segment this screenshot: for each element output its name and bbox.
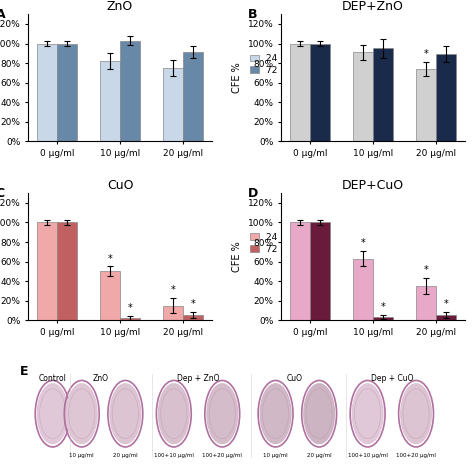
Bar [100, 61, 120, 141]
Text: A: A [0, 8, 5, 21]
Legend: 24 h, 72 h: 24 h, 72 h [246, 229, 290, 257]
Bar [310, 44, 330, 141]
Text: *: * [381, 302, 385, 312]
Bar [57, 44, 77, 141]
Y-axis label: CFE %: CFE % [232, 241, 242, 272]
Text: *: * [444, 300, 448, 310]
Title: CuO: CuO [107, 179, 133, 192]
Circle shape [303, 383, 335, 444]
Circle shape [400, 383, 432, 444]
Circle shape [36, 383, 69, 444]
Text: Dep + ZnO: Dep + ZnO [177, 374, 219, 383]
Text: D: D [248, 187, 258, 200]
Bar [353, 259, 373, 320]
Text: CuO: CuO [287, 374, 303, 383]
Text: 100+20 μg/ml: 100+20 μg/ml [396, 454, 436, 458]
Bar [290, 44, 310, 141]
Text: 10 μg/ml: 10 μg/ml [263, 454, 288, 458]
Bar [416, 69, 436, 141]
Text: 100+10 μg/ml: 100+10 μg/ml [347, 454, 388, 458]
Bar [120, 41, 140, 141]
Bar [120, 318, 140, 320]
Circle shape [158, 383, 190, 444]
Text: E: E [20, 365, 28, 378]
Title: DEP+ZnO: DEP+ZnO [342, 0, 404, 13]
Bar [290, 222, 310, 320]
Circle shape [259, 383, 292, 444]
Text: 100+10 μg/ml: 100+10 μg/ml [154, 454, 194, 458]
Text: 100+20 μg/ml: 100+20 μg/ml [202, 454, 242, 458]
Circle shape [66, 383, 98, 444]
Text: 10 μg/ml: 10 μg/ml [69, 454, 94, 458]
Bar [37, 44, 57, 141]
Bar [353, 52, 373, 141]
Bar [416, 286, 436, 320]
Text: ZnO: ZnO [93, 374, 109, 383]
Bar [373, 317, 393, 320]
Text: *: * [424, 49, 428, 59]
Legend: 24 h, 72 h: 24 h, 72 h [246, 51, 290, 78]
Bar [310, 222, 330, 320]
Title: ZnO: ZnO [107, 0, 133, 13]
Bar [183, 52, 203, 141]
Text: Control: Control [39, 374, 67, 383]
Circle shape [206, 383, 238, 444]
Bar [436, 55, 456, 141]
Text: *: * [424, 265, 428, 275]
Text: C: C [0, 187, 5, 200]
Text: B: B [248, 8, 258, 21]
Text: *: * [171, 285, 175, 295]
Text: *: * [360, 238, 365, 248]
Title: DEP+CuO: DEP+CuO [342, 179, 404, 192]
Bar [373, 48, 393, 141]
Text: 20 μg/ml: 20 μg/ml [307, 454, 331, 458]
Bar [37, 222, 57, 320]
Bar [163, 68, 183, 141]
Circle shape [352, 383, 383, 444]
Text: *: * [191, 300, 196, 310]
Text: *: * [108, 254, 112, 264]
Circle shape [109, 383, 141, 444]
Text: Dep + CuO: Dep + CuO [371, 374, 413, 383]
Bar [100, 271, 120, 320]
Bar [57, 222, 77, 320]
Text: 20 μg/ml: 20 μg/ml [113, 454, 137, 458]
Bar [436, 315, 456, 320]
Bar [163, 306, 183, 320]
Text: *: * [128, 303, 133, 313]
Y-axis label: CFE %: CFE % [232, 63, 242, 93]
Bar [183, 315, 203, 320]
